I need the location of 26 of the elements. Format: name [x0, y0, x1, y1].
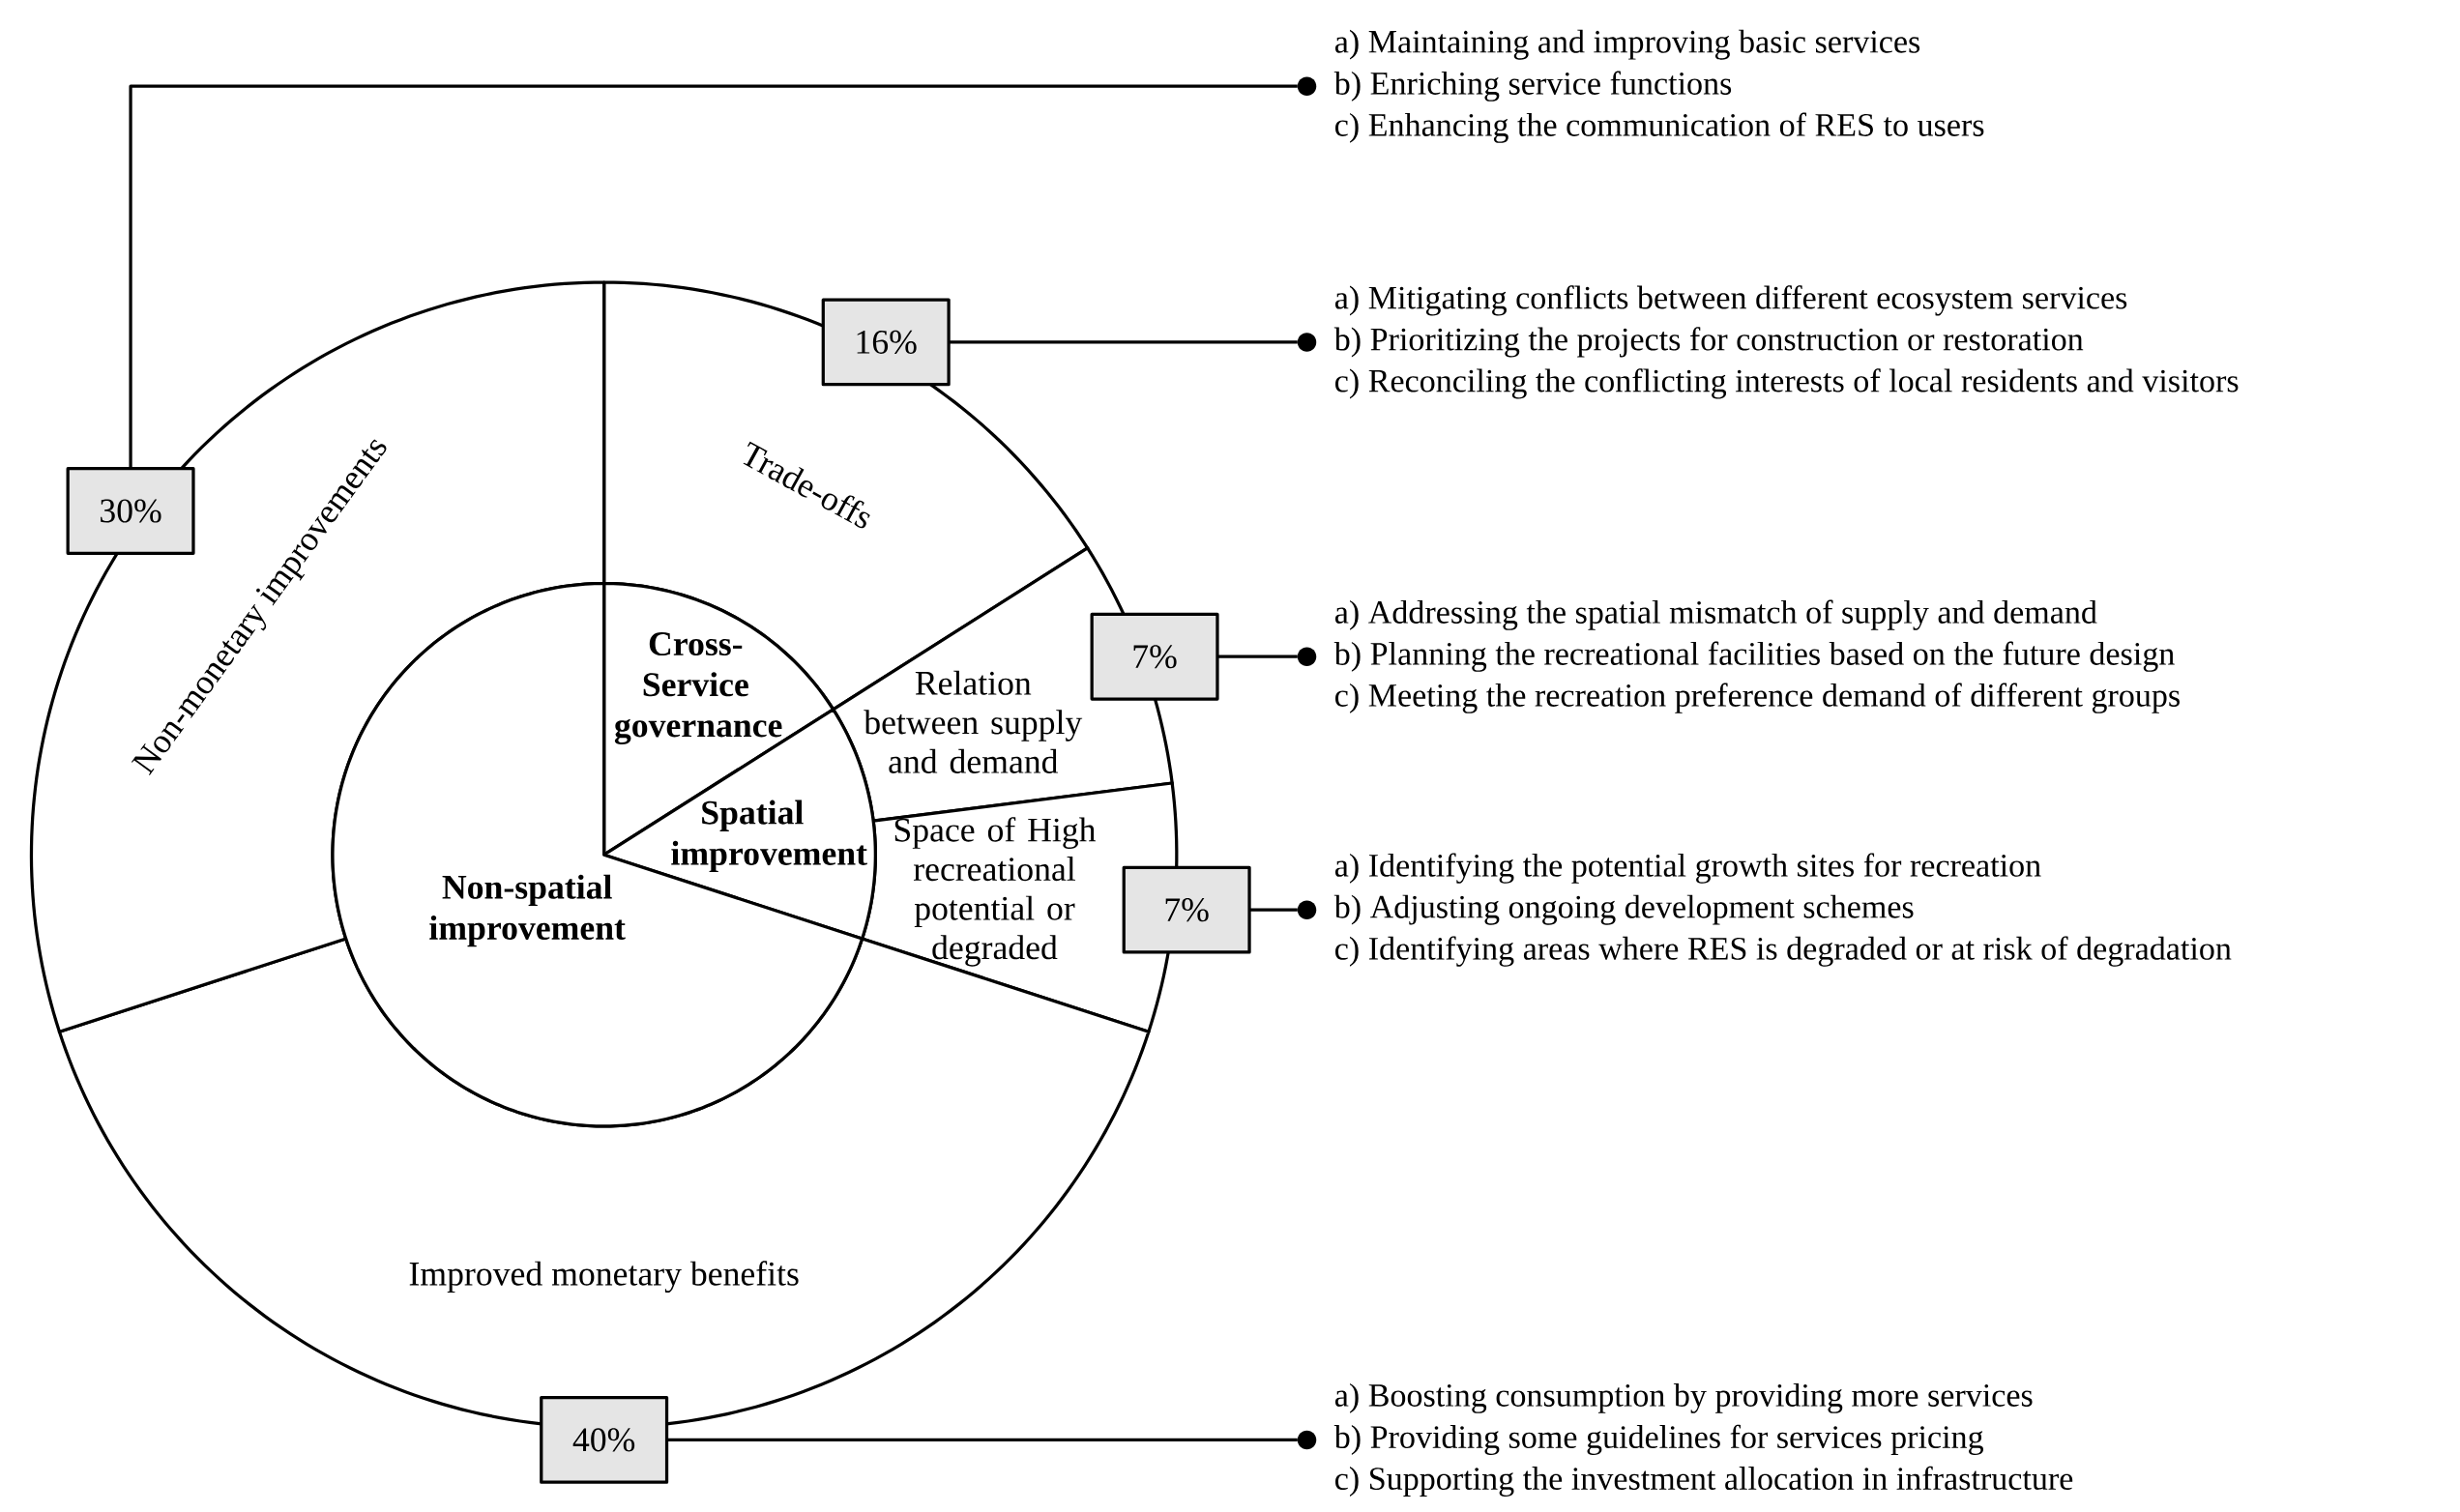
slice-label: Non-spatial improvement	[429, 874, 626, 947]
text: c) Enhancing the communication of RES to users	[1335, 112, 1984, 143]
text: c) Identifying areas where RES is degraded or at risk of degradation	[1335, 936, 2232, 967]
data-label: 7%	[1165, 898, 1209, 922]
text: a) Maintaining and improving basic services	[1334, 29, 1920, 60]
text: a) Identifying the potential growth sites for recreation	[1334, 853, 2041, 884]
text: c) Supporting the investment allocation in infrastructure	[1335, 1466, 2073, 1497]
slice-label: Spatial improvement	[671, 800, 867, 873]
text: c) Reconciling the conflicting interests of local residents and visitors	[1335, 368, 2239, 399]
text: c) Meeting the recreation preference demand of different groups	[1335, 683, 2180, 713]
text: a) Addressing the spatial mismatch of supply and demand	[1334, 599, 2097, 630]
text: a) Boosting consumption by providing more services	[1334, 1382, 2033, 1413]
slice-label: Space of High recreational potential or degraded	[894, 817, 1097, 967]
text: b) Providing some guidelines for services pricing	[1333, 1424, 1983, 1456]
text: a) Mitigating conflicts between different ecosystem services	[1334, 285, 2127, 316]
data-label: 7%	[1133, 645, 1177, 669]
data-label: 16%	[857, 330, 917, 354]
data-label: 40%	[572, 1428, 635, 1452]
text: b) Enriching service functions	[1333, 71, 1732, 102]
text: b) Adjusting ongoing development schemes	[1333, 894, 1914, 925]
data-label: 30%	[101, 499, 161, 523]
slice-label: Improved monetary benefits	[409, 1261, 799, 1294]
slice-label: Relation between supply and demand	[864, 670, 1083, 773]
slice-label: Cross-Service governance	[614, 632, 782, 744]
text: b) Prioritizing the projects for construction or restoration	[1333, 327, 2084, 358]
text: b) Planning the recreational facilities based on the future design	[1333, 641, 2175, 672]
